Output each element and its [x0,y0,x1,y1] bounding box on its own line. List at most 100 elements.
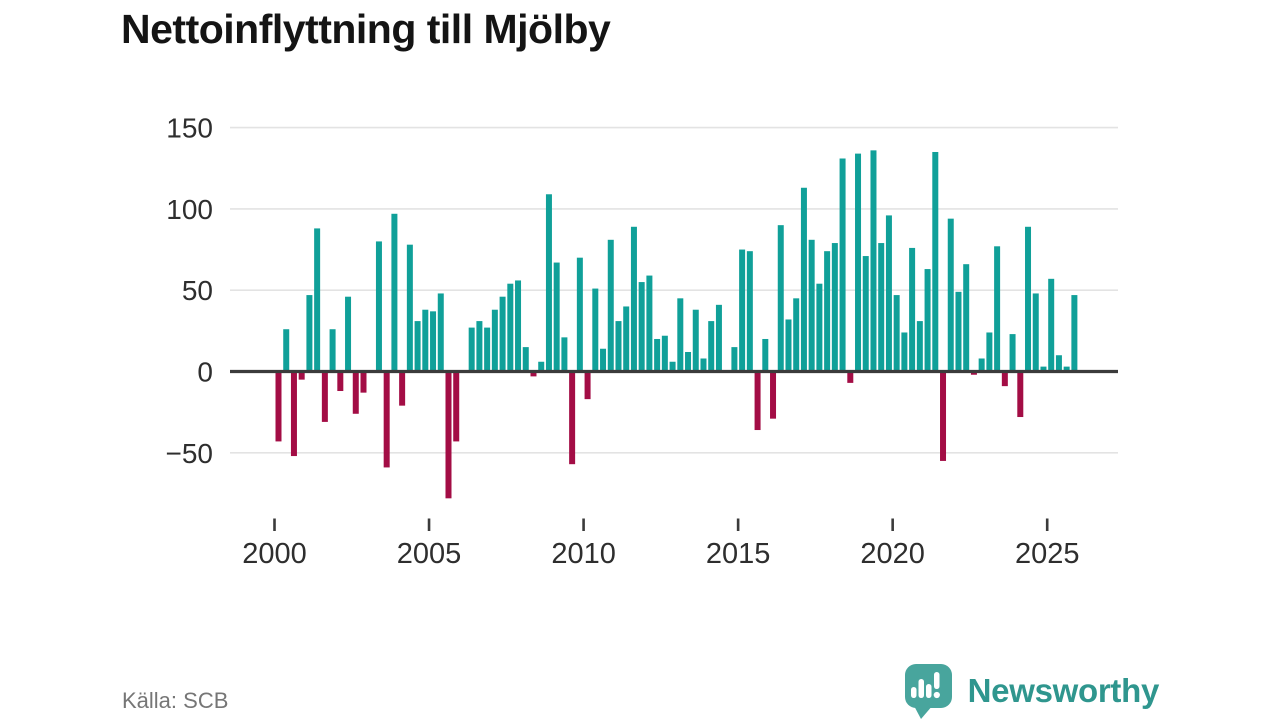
bar [345,296,352,372]
page-title: Nettoinflyttning till Mjölby [121,6,611,52]
bar [569,371,576,465]
y-axis-label: 50 [182,275,213,306]
bar [970,371,977,375]
bar [692,309,699,372]
bar [793,298,800,372]
brand-name: Newsworthy [967,672,1160,709]
bar [947,218,954,372]
bar [855,153,862,372]
bar [445,371,452,499]
bar [1055,355,1062,372]
bar [831,243,838,372]
bar [1063,366,1070,372]
bar [360,371,367,393]
bar [847,371,854,383]
bar [584,371,591,400]
bar [337,371,344,392]
y-axis-label: 150 [166,113,213,144]
bar [352,371,359,414]
bar [275,371,282,442]
bar [909,247,916,372]
bar [298,371,305,380]
bar [669,361,676,372]
bar [816,283,823,372]
bar [499,296,506,372]
bar [615,321,622,372]
bar [607,239,614,372]
speech-bubble-bar-chart-icon [904,664,952,719]
bar [654,338,661,372]
bar [963,264,970,372]
bar [901,332,908,372]
bar [321,371,328,422]
bar [507,283,514,372]
bar [383,371,390,468]
bar [1032,293,1039,372]
bar [770,371,777,419]
bar [932,151,939,372]
x-axis-label: 2010 [551,538,616,570]
bar [646,275,653,372]
bar [762,338,769,372]
x-axis-label: 2015 [706,538,771,570]
bar [1025,226,1032,372]
x-axis-label: 2020 [860,538,925,570]
bar [878,243,885,372]
bar [839,158,846,372]
bar [824,251,831,372]
bar [777,225,784,372]
bar [592,288,599,372]
bar [290,371,297,457]
bar [715,304,722,372]
bar [978,358,985,372]
y-axis-label: 100 [166,194,213,225]
bar [685,351,692,372]
bar [1001,371,1008,387]
bar [700,358,707,372]
bar [391,213,398,372]
bar [708,321,715,372]
bar [739,249,746,372]
bar [623,306,630,372]
bar [437,293,444,372]
newsworthy-branding: Newsworthy [903,662,1159,720]
bar [329,329,336,372]
bar [661,335,668,372]
y-axis-label: −50 [166,438,214,469]
bar [1009,334,1016,372]
bar [406,244,413,372]
bar [314,228,321,372]
bar [924,269,931,372]
bar [940,371,947,461]
bar [955,291,962,372]
source-note: Källa: SCB [122,688,229,713]
bar [1071,295,1078,372]
bar [530,371,537,377]
bar [746,251,753,372]
bar [476,321,483,372]
bar [306,295,313,372]
bar [522,347,529,372]
bar [1017,371,1024,418]
bar [375,241,382,372]
bar [515,280,522,372]
bar [422,309,429,372]
bar [414,321,421,372]
bar [561,337,568,372]
bar [893,295,900,372]
bar [916,321,923,372]
bar [870,150,877,372]
bar [468,327,475,372]
y-axis-label: 0 [197,357,213,388]
bar [731,347,738,372]
bar [538,361,545,372]
bar [638,282,645,372]
bar [994,246,1001,372]
bar [491,309,498,372]
bar [630,226,637,372]
bar [785,319,792,372]
bar [1048,278,1055,372]
x-axis-label: 2000 [242,538,307,570]
